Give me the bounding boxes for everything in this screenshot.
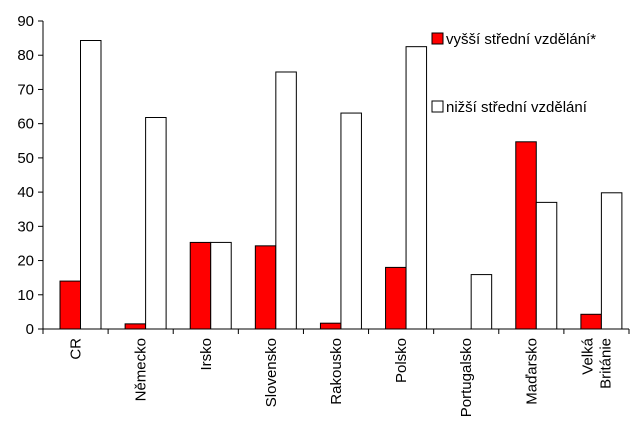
y-tick-label: 30 [17,218,34,235]
y-tick-label: 20 [17,253,34,270]
legend-swatch-nizsi [431,100,444,113]
x-tick-label: Velká [579,337,596,374]
bar-nizsi [210,241,232,330]
bar-vyssi [59,280,81,330]
bar-vyssi [515,141,537,330]
bar-vyssi [124,323,147,330]
legend-label-vyssi: vyšší střední vzdělání* [446,31,596,48]
x-tick-label: Maďarsko [523,338,540,405]
x-tick-label: Irsko [198,338,215,371]
bar-nizsi [405,46,428,330]
x-tick-label: Polsko [393,338,410,383]
x-tick-label: Německo [133,338,150,401]
bars [59,40,623,330]
y-tick-label: 10 [17,287,34,304]
y-tick-label: 50 [17,150,34,167]
x-tick-label: Rakousko [328,338,345,405]
y-tick-label: 0 [26,321,34,338]
bar-vyssi [254,245,277,330]
y-tick-label: 60 [17,116,34,133]
bar-nizsi [600,192,623,330]
y-tick-label: 40 [17,184,34,201]
bar-nizsi [340,112,362,330]
x-tick-label: CR [68,338,85,360]
bar-nizsi [145,117,167,330]
y-tick-label: 70 [17,81,34,98]
legend-label-nizsi: nižší střední vzdělání [446,99,588,116]
bar-vyssi [189,241,212,330]
legend-swatch-vyssi [431,32,444,45]
x-tick-label: Portugalsko [458,338,475,417]
bar-nizsi [275,71,297,330]
y-axis: 0 10 20 30 40 50 60 70 80 90 [17,13,44,338]
y-tick-label: 90 [17,13,34,30]
x-tick-label: Slovensko [263,338,280,407]
legend: vyšší střední vzdělání* nižší střední vz… [431,31,596,116]
bar-vyssi [385,266,407,330]
y-tick-label: 80 [17,47,34,64]
bar-nizsi [80,40,102,330]
x-tick-labels: CR Německo Irsko Slovensko Rakousko Polsko Por… [68,337,615,417]
bar-nizsi [535,201,558,330]
bar-vyssi [580,313,602,330]
x-tick-label: Británie [597,338,614,389]
bar-vyssi [319,322,342,330]
x-axis [42,328,630,334]
bar-nizsi [470,274,493,330]
